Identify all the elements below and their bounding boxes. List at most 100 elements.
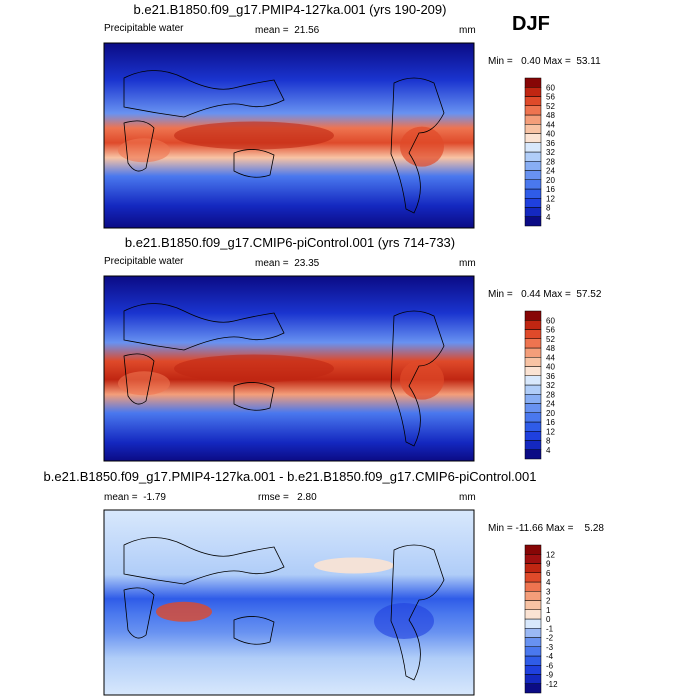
colorbar-swatch: [524, 216, 542, 227]
colorbar-label: 40: [546, 363, 555, 372]
colorbar-label: 20: [546, 409, 555, 418]
colorbar-swatch: [524, 375, 542, 386]
colorbar-label: 32: [546, 381, 555, 390]
colorbar-swatch: [524, 572, 542, 583]
colorbar-swatch: [524, 133, 542, 143]
colorbar-swatch: [524, 124, 542, 134]
colorbar-label: 60: [546, 83, 555, 92]
colorbar-label: 9: [546, 560, 551, 569]
colorbar-label: 6: [546, 569, 551, 578]
colorbar-label: -4: [546, 652, 554, 661]
colorbar-swatch: [524, 674, 542, 684]
colorbar-swatch: [524, 581, 542, 592]
colorbar-label: -1: [546, 624, 554, 633]
stats-label: Min = 0.40 Max = 53.11: [488, 56, 601, 67]
panel-title: b.e21.B1850.f09_g17.CMIP6-piControl.001 …: [125, 235, 455, 250]
coastline: [123, 537, 445, 681]
colorbar-swatch: [524, 384, 542, 395]
variable-label: Precipitable water: [104, 23, 184, 34]
colorbar-swatch: [524, 665, 542, 675]
colorbar-swatch: [524, 347, 542, 358]
units-label: mm: [459, 258, 476, 269]
colorbar-label: -6: [546, 661, 554, 670]
colorbar-label: 44: [546, 120, 555, 129]
colorbar-swatch: [524, 421, 542, 432]
colorbar-label: 48: [546, 111, 555, 120]
map-frame: [103, 42, 475, 229]
colorbar-swatch: [524, 114, 542, 125]
colorbar-swatch: [524, 329, 542, 339]
colorbar-label: 36: [546, 139, 555, 148]
colorbar-label: 8: [546, 204, 551, 213]
colorbar-label: 16: [546, 185, 555, 194]
mean-label: mean = 23.35: [255, 258, 320, 269]
colorbar-label: 4: [546, 446, 551, 455]
colorbar-label: 1: [546, 606, 551, 615]
colorbar-label: 56: [546, 326, 555, 335]
colorbar-swatch: [524, 591, 542, 601]
colorbar-label: 24: [546, 167, 555, 176]
anomaly: [156, 601, 212, 622]
colorbar-swatch: [524, 637, 542, 647]
variable-label: Precipitable water: [104, 256, 184, 267]
colorbar-swatch: [524, 142, 542, 153]
colorbar-swatch: [524, 600, 542, 610]
stats-label: Min = -11.66 Max = 5.28: [488, 523, 604, 534]
colorbar-label: 32: [546, 148, 555, 157]
colorbar-swatch: [524, 179, 542, 190]
colorbar-swatch: [524, 77, 542, 88]
colorbar-swatch: [524, 412, 542, 423]
colorbar-label: -3: [546, 643, 554, 652]
anomaly: [374, 603, 434, 639]
colorbar-label: 12: [546, 427, 555, 436]
mean-label: mean = -1.79: [104, 492, 166, 503]
colorbar-swatch: [524, 338, 542, 349]
colorbar-swatch: [524, 403, 542, 413]
units-label: mm: [459, 492, 476, 503]
colorbar-swatch: [524, 207, 542, 217]
colorbar-swatch: [524, 628, 542, 638]
map: [103, 509, 475, 696]
colorbar-label: 4: [546, 578, 551, 587]
colorbar-label: 2: [546, 597, 551, 606]
colorbar-label: 3: [546, 587, 551, 596]
colorbar-swatch: [524, 618, 542, 629]
colorbar-swatch: [524, 366, 542, 376]
colorbar-label: 44: [546, 353, 555, 362]
stats-label: Min = 0.44 Max = 57.52: [488, 289, 602, 300]
colorbar-swatch: [524, 440, 542, 450]
colorbar-label: 52: [546, 335, 555, 344]
colorbar-label: 56: [546, 93, 555, 102]
africa: [118, 371, 170, 396]
africa: [118, 138, 170, 163]
coastline: [123, 70, 445, 214]
colorbar-swatch: [524, 394, 542, 404]
colorbar-swatch: [524, 96, 542, 106]
colorbar-swatch: [524, 87, 542, 97]
colorbar-label: 8: [546, 437, 551, 446]
colorbar-swatch: [524, 544, 542, 555]
rmse-label: rmse = 2.80: [258, 492, 317, 503]
map-frame: [103, 275, 475, 462]
colorbar-swatch: [524, 655, 542, 666]
warm-pool: [174, 121, 334, 150]
colorbar-label: 28: [546, 390, 555, 399]
colorbar-label: 20: [546, 176, 555, 185]
colorbar-label: -2: [546, 634, 554, 643]
colorbar-swatch: [524, 170, 542, 180]
colorbar-label: 12: [546, 194, 555, 203]
map: [103, 275, 475, 462]
units-label: mm: [459, 25, 476, 36]
colorbar-swatch: [524, 683, 542, 694]
colorbar-swatch: [524, 609, 542, 620]
colorbar-swatch: [524, 320, 542, 330]
colorbar-label: 60: [546, 316, 555, 325]
panel-title: b.e21.B1850.f09_g17.PMIP4-127ka.001 - b.…: [44, 469, 537, 484]
map-frame: [103, 509, 475, 696]
colorbar-swatch: [524, 563, 542, 573]
map-field: [104, 510, 474, 695]
colorbar-label: -9: [546, 671, 554, 680]
mean-label: mean = 21.56: [255, 25, 320, 36]
colorbar-label: -12: [546, 680, 558, 689]
